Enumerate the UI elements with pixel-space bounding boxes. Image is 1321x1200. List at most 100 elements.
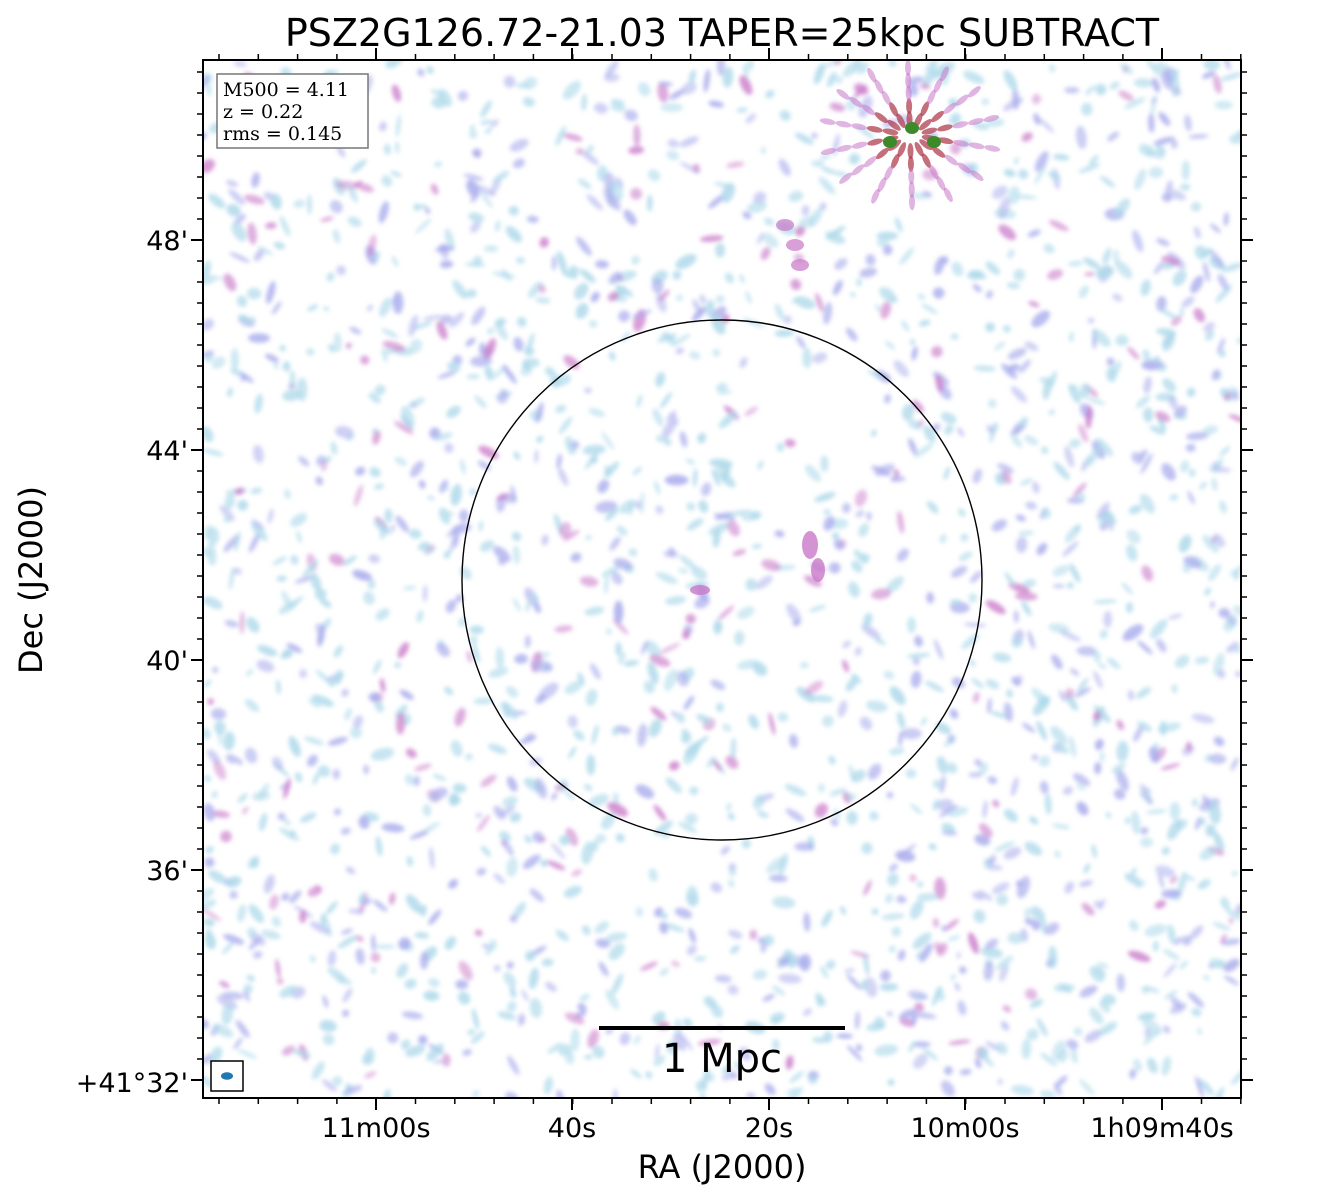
noise-blob	[579, 993, 590, 1002]
noise-blob	[528, 281, 543, 298]
noise-blob	[307, 885, 323, 897]
noise-blob	[229, 890, 238, 900]
noise-blob	[271, 916, 282, 928]
noise-blob	[203, 679, 212, 688]
noise-blob	[1113, 249, 1120, 266]
noise-blob	[342, 987, 353, 1003]
noise-blob	[1003, 70, 1018, 91]
noise-blob	[470, 355, 493, 367]
noise-blob	[1157, 722, 1181, 733]
noise-blob	[788, 191, 804, 202]
noise-blob	[1024, 907, 1031, 918]
noise-blob	[351, 159, 367, 173]
noise-blob	[1007, 186, 1020, 205]
noise-blob	[277, 812, 286, 821]
noise-blob	[561, 270, 578, 279]
noise-blob	[1100, 175, 1116, 188]
noise-blob	[507, 1055, 520, 1076]
noise-blob	[1202, 794, 1211, 809]
noise-blob	[1043, 243, 1055, 254]
noise-blob	[685, 458, 696, 465]
noise-blob	[1116, 740, 1129, 762]
noise-blob	[1176, 819, 1188, 830]
noise-blob	[525, 600, 531, 613]
noise-blob	[468, 130, 478, 139]
noise-blob	[708, 100, 724, 108]
noise-blob	[348, 908, 365, 914]
noise-blob	[968, 932, 979, 954]
noise-blob	[226, 876, 242, 888]
noise-blob	[1202, 975, 1210, 981]
noise-blob	[259, 812, 268, 832]
source-artefact	[907, 143, 914, 159]
noise-blob	[887, 872, 899, 887]
noise-blob	[957, 427, 965, 437]
noise-blob	[607, 291, 620, 302]
noise-blob	[294, 575, 313, 584]
noise-blob	[922, 1047, 938, 1061]
noise-blob	[252, 950, 263, 959]
noise-blob	[340, 928, 353, 935]
noise-blob	[1019, 478, 1033, 486]
noise-blob	[212, 666, 219, 674]
noise-blob	[1143, 1029, 1159, 1046]
x-axis-label: RA (J2000)	[638, 1148, 807, 1186]
source-artefact	[929, 164, 939, 180]
noise-blob	[473, 697, 494, 705]
noise-blob	[1188, 468, 1196, 478]
noise-blob	[1158, 308, 1179, 320]
source-artefact	[918, 119, 932, 131]
noise-blob	[529, 997, 542, 1019]
noise-blob	[794, 842, 815, 851]
noise-blob	[768, 712, 776, 736]
noise-blob	[1081, 102, 1093, 116]
noise-blob	[660, 103, 684, 112]
noise-blob	[367, 579, 376, 590]
noise-blob	[985, 679, 1000, 690]
noise-blob	[1038, 377, 1050, 384]
noise-blob	[555, 125, 567, 147]
noise-blob	[1025, 501, 1037, 510]
noise-blob	[808, 604, 827, 613]
noise-blob	[1152, 940, 1159, 952]
noise-blob	[263, 874, 275, 894]
noise-blob	[848, 581, 860, 598]
noise-blob	[1066, 582, 1074, 589]
noise-blob	[1018, 359, 1031, 374]
noise-blob	[413, 775, 421, 787]
noise-blob	[867, 369, 884, 380]
noise-blob	[415, 218, 432, 234]
noise-blob	[785, 1055, 794, 1070]
noise-blob	[1078, 423, 1089, 443]
noise-blob	[655, 572, 678, 584]
noise-blob	[1233, 645, 1241, 654]
noise-blob	[992, 652, 1012, 663]
noise-blob	[860, 979, 868, 991]
noise-blob	[1223, 958, 1240, 972]
noise-blob	[598, 961, 609, 977]
noise-blob	[998, 197, 1011, 220]
noise-blob	[251, 522, 268, 542]
noise-blob	[1171, 684, 1178, 694]
noise-blob	[933, 639, 944, 660]
noise-blob	[934, 941, 942, 953]
noise-blob	[1099, 750, 1105, 763]
noise-blob	[528, 967, 539, 990]
y-axis-label: Dec (J2000)	[12, 486, 50, 674]
noise-blob	[330, 843, 341, 855]
noise-blob	[661, 332, 671, 340]
noise-blob	[926, 591, 935, 604]
noise-blob	[564, 680, 583, 695]
noise-blob	[946, 762, 958, 774]
noise-blob	[907, 990, 928, 1001]
noise-blob	[1145, 149, 1165, 160]
noise-blob	[1091, 844, 1098, 859]
noise-blob	[954, 982, 961, 992]
noise-blob	[517, 1013, 526, 1026]
noise-blob	[607, 192, 622, 212]
noise-blob	[911, 346, 918, 361]
noise-blob	[1047, 269, 1063, 280]
noise-blob	[462, 1049, 472, 1056]
noise-blob	[850, 950, 870, 958]
noise-blob	[288, 736, 301, 757]
